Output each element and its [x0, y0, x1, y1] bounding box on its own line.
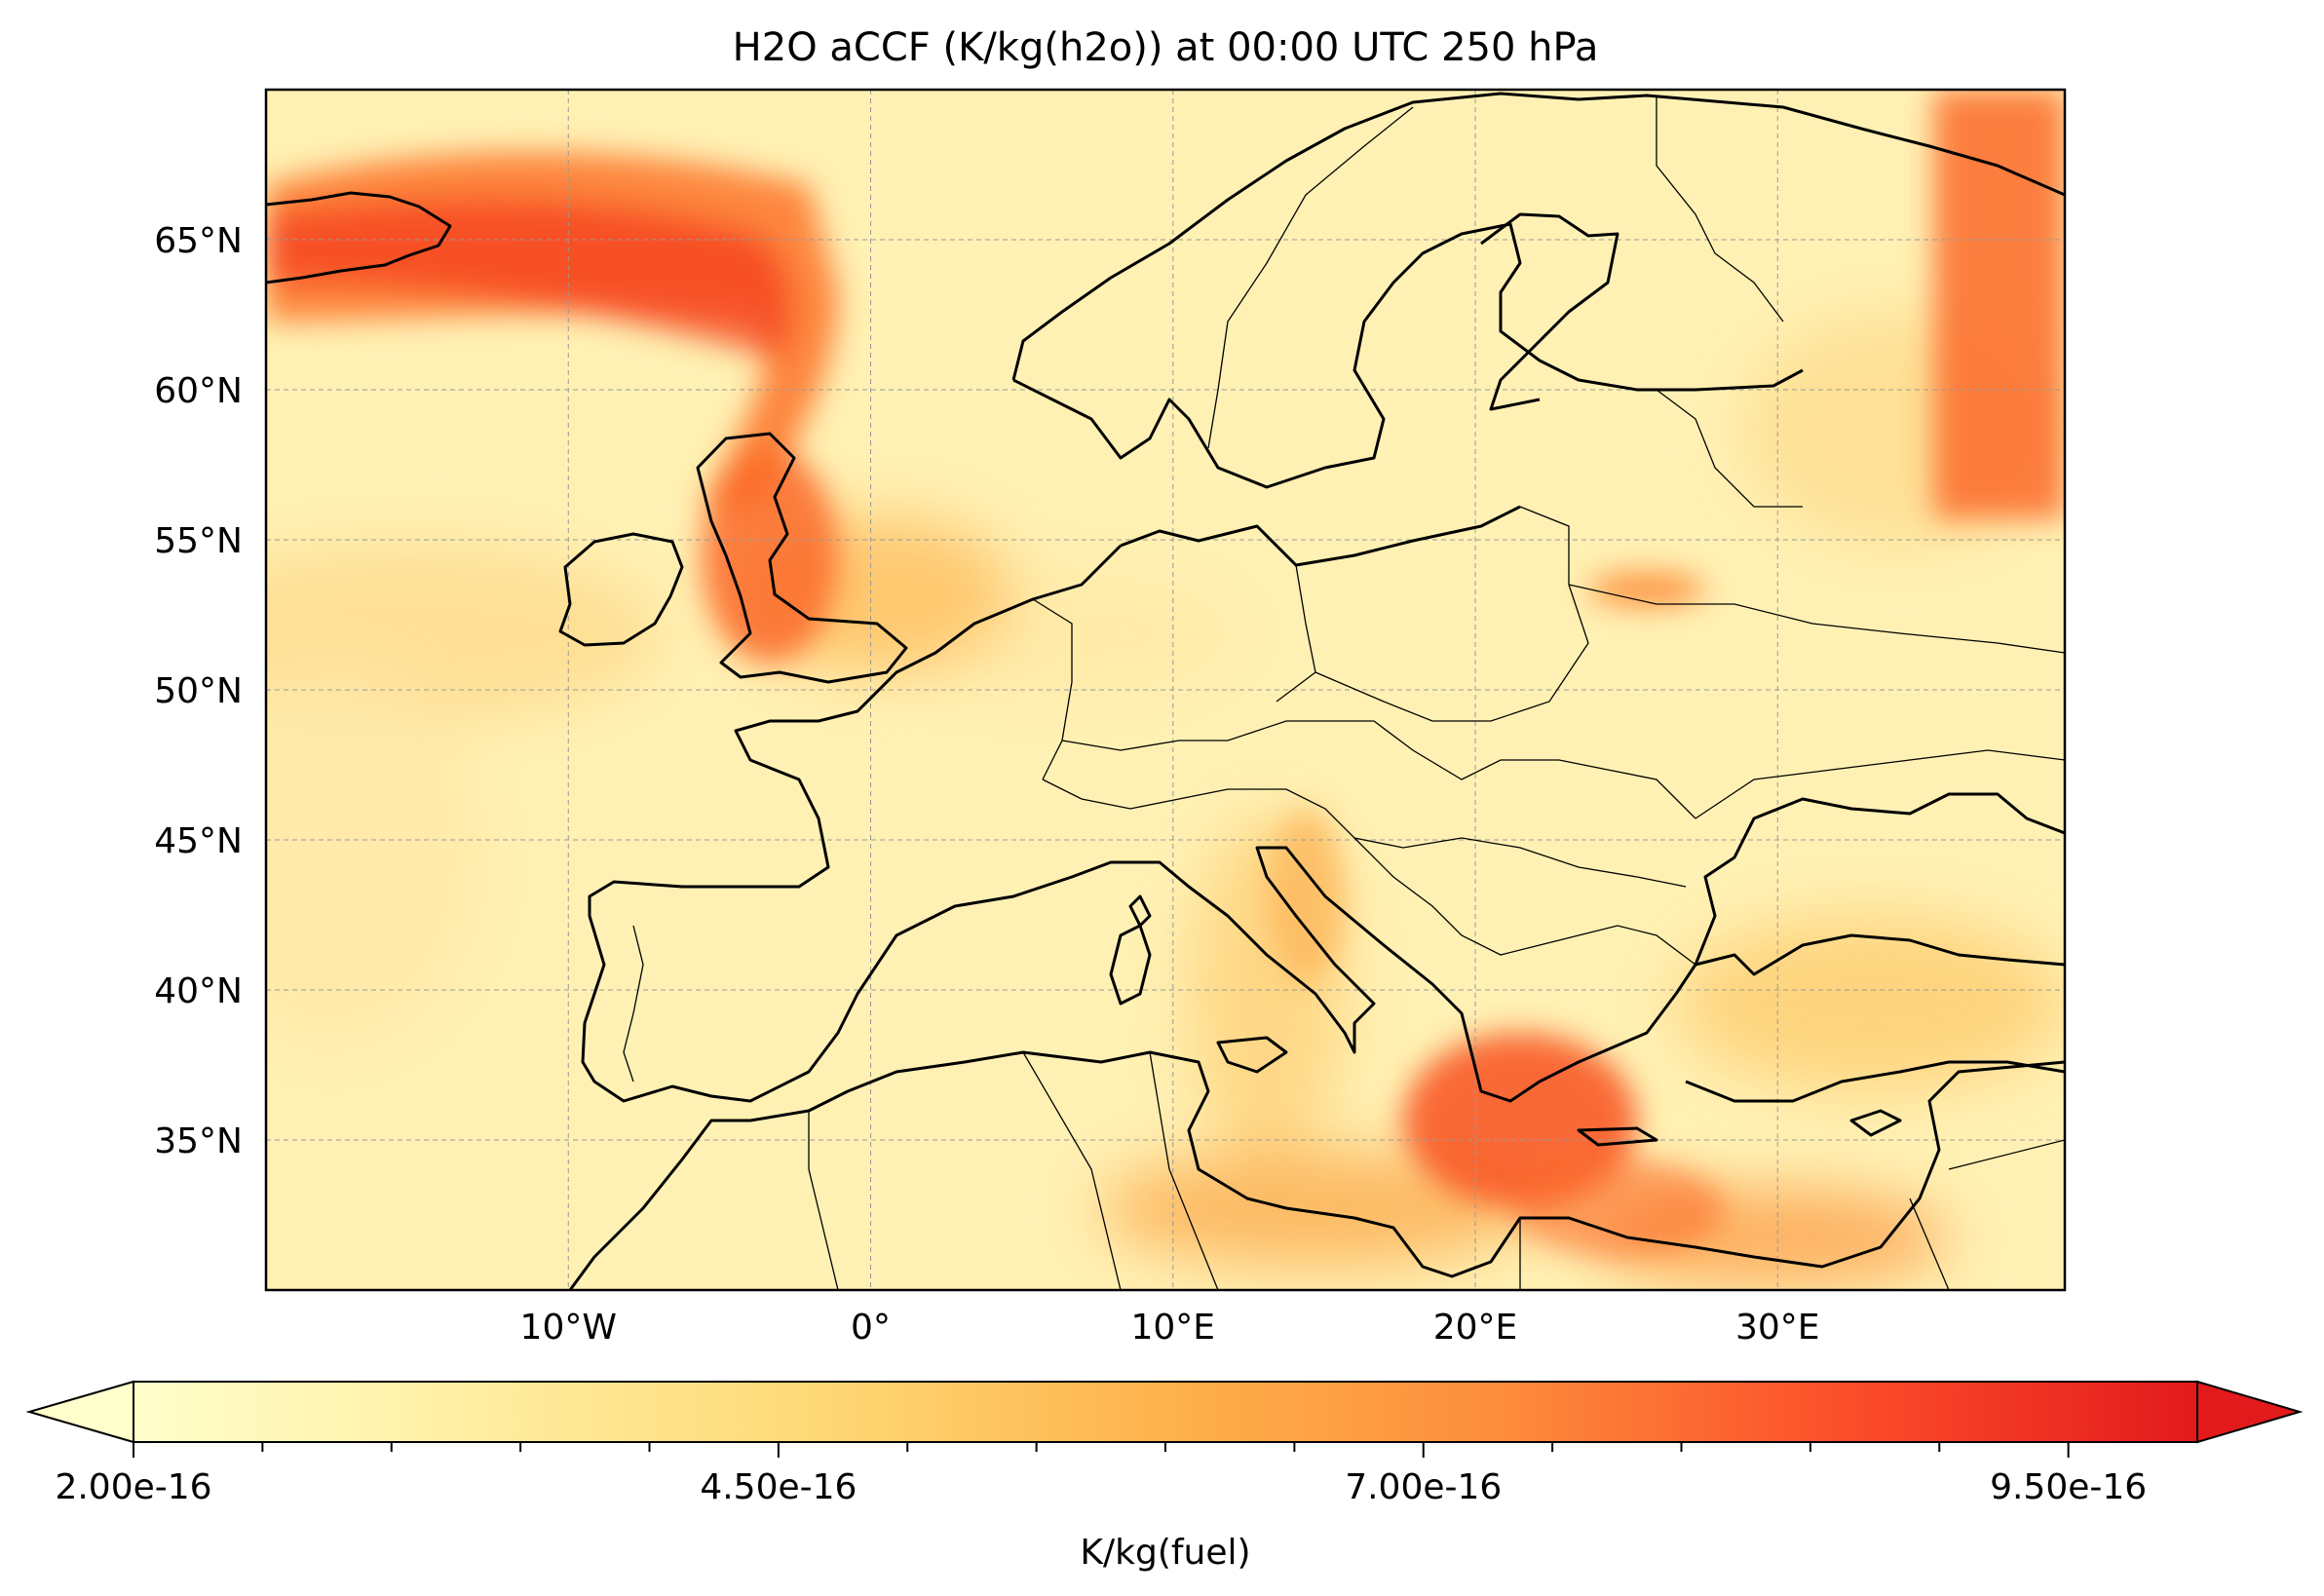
latitude-label: 40°N: [154, 971, 243, 1011]
field-hotspot-aegean-tail: [1510, 1159, 1725, 1257]
latitude-label: 35°N: [154, 1121, 243, 1161]
colorbar-extend-high: [2196, 1380, 2304, 1444]
border-france-germany: [1032, 598, 1073, 780]
colorbar-label: K/kg(fuel): [1080, 1533, 1250, 1573]
coastline-iceland: [266, 191, 452, 285]
latitude-labels: 35°N 40°N 45°N 50°N 55°N 60°N 65°N: [154, 221, 243, 1161]
latitude-label: 50°N: [154, 671, 243, 711]
map-title: H2O aCCF (K/kg(h2o)) at 00:00 UTC 250 hP…: [733, 25, 1599, 70]
coastline-great-britain: [696, 432, 908, 684]
border-norway-sweden: [1207, 106, 1414, 449]
longitude-labels: 10°W 0° 10°E 20°E 30°E: [520, 1308, 1820, 1348]
latitude-label: 45°N: [154, 821, 243, 861]
field-band-iberia-west: [266, 663, 487, 1052]
longitude-label: 30°E: [1735, 1308, 1820, 1348]
coastline-gulf-of-bothnia: [1480, 212, 1619, 411]
map-panel: [266, 90, 2065, 1290]
field-hotspot-scotland: [702, 448, 838, 663]
coastline-black-sea: [1694, 792, 2065, 966]
border-eastern-europe: [1568, 389, 2065, 819]
border-finland-russia: [1656, 97, 1784, 323]
field-hotspot-ukraine: [1588, 572, 1705, 607]
coastline-cyprus: [1849, 1109, 1902, 1137]
border-spain-portugal: [623, 925, 644, 1083]
country-borders: [623, 97, 2065, 1290]
field-band-libya: [1101, 1150, 1530, 1267]
border-central-europe: [1061, 720, 1696, 819]
coastline-ireland: [558, 532, 684, 647]
coastline-corsica: [1128, 894, 1152, 928]
border-poland-east: [1314, 506, 1589, 722]
coastline-anatolia-south: [1685, 1060, 2065, 1103]
colorbar-tick-label: 4.50e-16: [700, 1467, 857, 1507]
coastline-western-europe: [581, 544, 2065, 1103]
colorbar-tick-label: 9.50e-16: [1990, 1467, 2147, 1507]
latitude-label: 55°N: [154, 521, 243, 561]
border-alps: [1042, 779, 1687, 888]
gridlines: [266, 90, 2065, 1290]
border-germany-poland: [1276, 564, 1316, 703]
longitude-label: 20°E: [1433, 1308, 1518, 1348]
h2o-accf-field: [266, 90, 2065, 1286]
colorbar-ticks: 2.00e-16 4.50e-16 7.00e-16 9.50e-16: [55, 1442, 2147, 1507]
field-band-turkey: [1676, 916, 2065, 1091]
longitude-label: 10°E: [1130, 1308, 1215, 1348]
colorbar-extend-low: [25, 1380, 134, 1444]
longitude-label: 0°: [851, 1308, 891, 1348]
longitude-label: 10°W: [520, 1308, 617, 1348]
colorbar-tick-label: 7.00e-16: [1345, 1467, 1502, 1507]
coastline-crete: [1577, 1126, 1658, 1147]
map-frame: [264, 88, 2067, 1292]
colorbar-gradient: [133, 1381, 2198, 1443]
field-hotspot-adriatic: [1267, 809, 1345, 984]
latitude-label: 65°N: [154, 221, 243, 261]
latitude-label: 60°N: [154, 371, 243, 411]
field-hotspot-nw-russia: [1934, 90, 2065, 518]
border-balkans: [1353, 837, 1696, 966]
field-jet-core: [266, 198, 793, 361]
colorbar-tick-label: 2.00e-16: [55, 1467, 211, 1507]
coastline-sicily: [1216, 1036, 1288, 1074]
coastline-scandinavia: [1011, 92, 2065, 489]
colorbar: 2.00e-16 4.50e-16 7.00e-16 9.50e-16 K/kg(fu…: [25, 1380, 2304, 1573]
border-north-africa: [808, 1051, 2065, 1290]
